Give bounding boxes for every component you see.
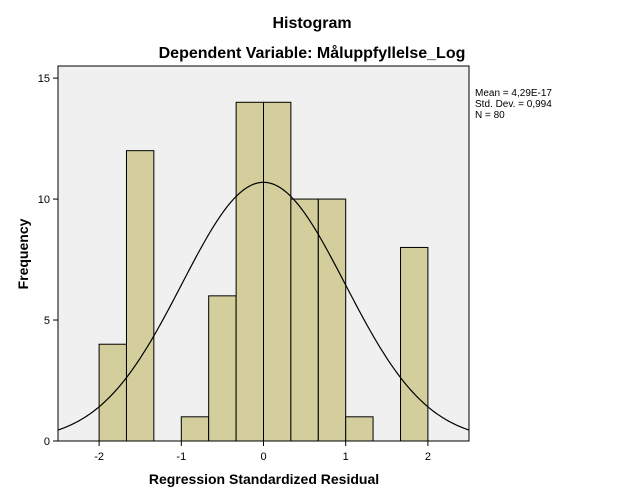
histogram-bar — [125, 150, 155, 442]
y-tick-label: 15 — [38, 73, 50, 85]
chart-title: Histogram — [272, 15, 351, 32]
histogram-bar — [400, 246, 429, 442]
histogram-bar — [345, 416, 374, 442]
y-tick-label: 5 — [44, 315, 50, 327]
y-axis: 0 5 10 15 — [38, 73, 58, 448]
x-axis: -2 -1 0 1 2 — [94, 441, 431, 463]
x-tick-label: 0 — [260, 451, 266, 463]
histogram-bar — [290, 198, 319, 442]
normal-curve — [57, 181, 470, 431]
y-tick-label: 10 — [38, 194, 50, 206]
histogram-bar — [263, 101, 292, 442]
x-tick-label: -1 — [176, 451, 186, 463]
stats-n: N = 80 — [475, 110, 505, 121]
histogram-bar — [235, 101, 264, 442]
stats-mean: Mean = 4,29E-17 — [475, 88, 552, 99]
chart-subtitle: Dependent Variable: Måluppfyllelse_Log — [159, 44, 466, 62]
histogram-bar — [98, 343, 127, 442]
x-tick-label: 2 — [425, 451, 431, 463]
stats-std-dev: Std. Dev. = 0,994 — [475, 99, 552, 110]
bars-group — [98, 101, 429, 442]
y-tick-label: 0 — [44, 436, 50, 448]
y-axis-label: Frequency — [15, 218, 31, 289]
histogram-bar — [317, 198, 347, 442]
histogram-bar — [208, 295, 237, 442]
x-tick-label: 1 — [343, 451, 349, 463]
x-tick-label: -2 — [94, 451, 104, 463]
histogram-bar — [180, 416, 210, 442]
x-axis-label: Regression Standardized Residual — [149, 471, 379, 487]
